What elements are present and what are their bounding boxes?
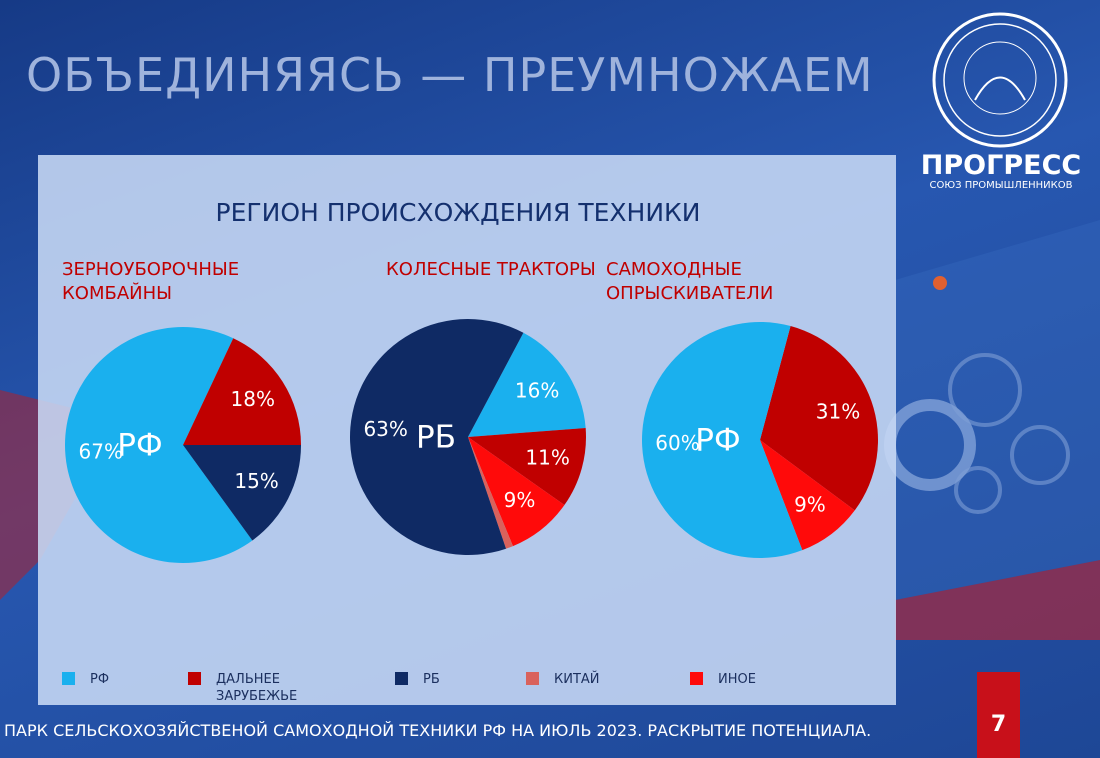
pie-slice bbox=[65, 327, 253, 563]
legend-swatch bbox=[188, 672, 201, 685]
legend-swatch bbox=[690, 672, 703, 685]
legend-label: КИТАЙ bbox=[554, 672, 600, 687]
logo-subtitle: СОЮЗ ПРОМЫШЛЕННИКОВ bbox=[929, 180, 1073, 191]
value-label: 31% bbox=[816, 399, 860, 423]
pie-slice bbox=[183, 338, 301, 445]
value-label: 60% bbox=[655, 431, 699, 455]
pie-slice bbox=[349, 318, 524, 555]
value-label: 16% bbox=[515, 378, 559, 402]
legend-label: ДАЛЬНЕЕ ЗАРУБЕЖЬЕ bbox=[216, 672, 298, 704]
panel-title: РЕГИОН ПРОИСХОЖДЕНИЯ ТЕХНИКИ bbox=[215, 198, 701, 227]
pie-slice bbox=[760, 326, 879, 511]
legend-label: ИНОЕ bbox=[718, 672, 756, 687]
value-label: 63% bbox=[363, 417, 407, 441]
page-badge bbox=[977, 672, 1020, 758]
value-label: 11% bbox=[525, 445, 569, 469]
pie-slice bbox=[760, 440, 855, 551]
legend-swatch bbox=[62, 672, 75, 685]
logo-name: ПРОГРЕСС bbox=[920, 150, 1082, 181]
center-label: РФ bbox=[117, 428, 162, 464]
pie-slice bbox=[641, 322, 803, 558]
legend-swatch bbox=[395, 672, 408, 685]
value-label: 15% bbox=[234, 469, 278, 493]
value-label: 67% bbox=[79, 439, 123, 463]
legend-label: РБ bbox=[423, 672, 440, 687]
center-label: РФ bbox=[695, 423, 740, 459]
pie-slice bbox=[468, 437, 565, 547]
pie-slice bbox=[183, 445, 301, 541]
pie-slice bbox=[468, 427, 586, 506]
center-label: РБ bbox=[416, 420, 456, 456]
value-label: 18% bbox=[231, 387, 275, 411]
pie-slice bbox=[468, 437, 513, 549]
slide-title: ОБЪЕДИНЯЯСЬ — ПРЕУМНОЖАЕМ bbox=[26, 48, 874, 102]
legend-swatch bbox=[526, 672, 539, 685]
value-label: 9% bbox=[794, 492, 826, 516]
footer-text: ПАРК СЕЛЬСКОХОЗЯЙСТВЕНОЙ САМОХОДНОЙ ТЕХН… bbox=[4, 721, 872, 740]
page-number: 7 bbox=[990, 712, 1007, 737]
pie-slice bbox=[468, 332, 586, 437]
value-label: 9% bbox=[504, 488, 536, 512]
legend-label: РФ bbox=[90, 672, 110, 687]
chart-title: ЗЕРНОУБОРОЧНЫЕ КОМБАЙНЫ bbox=[62, 259, 240, 304]
chart-title: КОЛЕСНЫЕ ТРАКТОРЫ bbox=[386, 259, 596, 280]
chart-title: САМОХОДНЫЕ ОПРЫСКИВАТЕЛИ bbox=[606, 259, 774, 304]
